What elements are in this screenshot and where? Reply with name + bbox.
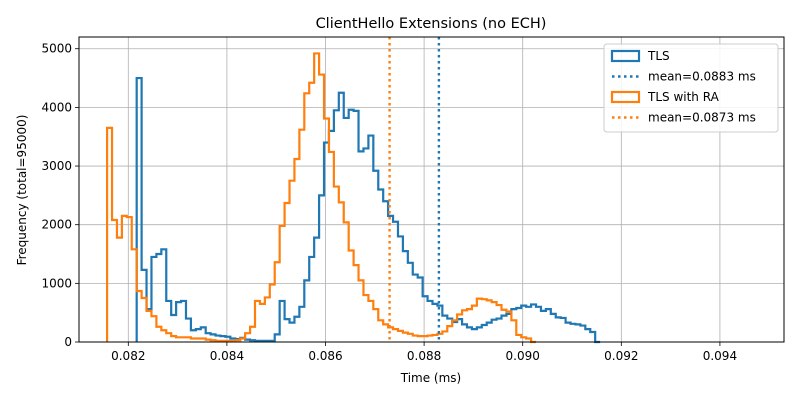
legend-label: TLS with RA: [647, 90, 720, 104]
legend-swatch-solid: [610, 49, 641, 63]
y-tick-label: 2000: [41, 218, 72, 232]
legend-swatch-solid: [610, 90, 641, 104]
y-tick-label: 1000: [41, 276, 72, 290]
histogram-series-tls-with-ra: [106, 52, 537, 344]
series-group: [106, 52, 601, 344]
y-tick-label: 5000: [41, 42, 72, 56]
y-tick-label: 3000: [41, 159, 72, 173]
y-tick-label: 0: [64, 335, 72, 349]
legend-label: TLS: [647, 49, 670, 63]
x-tick-label: 0.094: [703, 349, 737, 363]
legend-label: mean=0.0873 ms: [648, 111, 756, 125]
x-axis-title: Time (ms): [400, 371, 462, 385]
chart-title: ClientHello Extensions (no ECH): [316, 16, 547, 32]
x-tick-label: 0.088: [407, 349, 441, 363]
x-tick-label: 0.086: [308, 349, 342, 363]
legend: TLS mean=0.0883 ms TLS with RA mean=0.0873 …: [603, 43, 779, 133]
legend-label: mean=0.0883 ms: [648, 70, 756, 84]
y-axis-title: Frequency (total=95000): [15, 115, 29, 266]
plot-frame: [78, 36, 785, 343]
histogram-series-tls: [135, 76, 601, 344]
mean-lines: [388, 37, 441, 342]
x-tick-label: 0.092: [604, 349, 638, 363]
axis-ticks: 0.082 0.084 0.086 0.088 0.090 0.092 0.094 0 1000…: [41, 42, 737, 363]
x-tick-label: 0.084: [210, 349, 244, 363]
x-tick-label: 0.082: [111, 349, 145, 363]
y-tick-label: 4000: [41, 100, 72, 114]
legend-box: [603, 43, 779, 133]
x-tick-label: 0.090: [506, 349, 540, 363]
